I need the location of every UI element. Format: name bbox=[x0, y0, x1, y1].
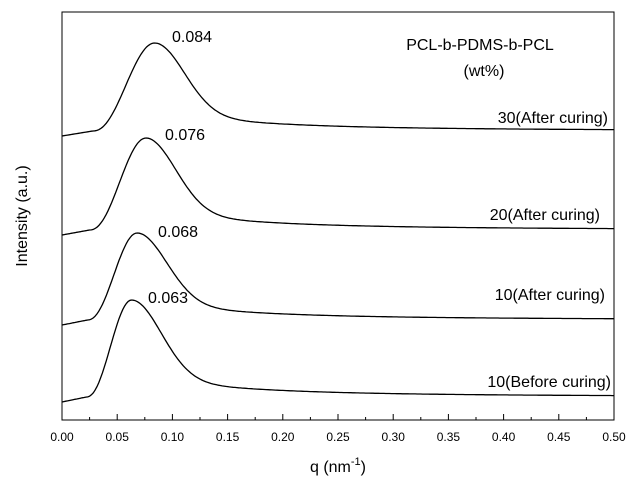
saxs-curve bbox=[61, 299, 614, 403]
x-tick-label: 0.10 bbox=[161, 430, 185, 444]
peak-value-label: 0.068 bbox=[158, 224, 198, 241]
x-tick-label: 0.25 bbox=[326, 430, 350, 444]
saxs-curve bbox=[61, 42, 614, 137]
x-tick-label: 0.35 bbox=[437, 430, 461, 444]
x-axis-ticks: 0.00 0.05 0.10 0.15 0.20 0.25 0.30 0.35 0.40 0.45… bbox=[50, 414, 626, 444]
series-labels: 30(After curing) 20(After curing) 10(After… bbox=[487, 110, 611, 391]
y-axis-title: Intensity (a.u.) bbox=[14, 165, 31, 266]
series-name-label: 10(After curing) bbox=[495, 287, 605, 304]
x-tick-label: 0.05 bbox=[106, 430, 130, 444]
x-axis-title-main: q (nm bbox=[310, 459, 351, 476]
x-tick-label: 0.30 bbox=[382, 430, 406, 444]
x-tick-label: 0.15 bbox=[216, 430, 240, 444]
x-tick-label: 0.00 bbox=[50, 430, 74, 444]
series-name-label: 10(Before curing) bbox=[487, 374, 611, 391]
x-axis-title-superscript: -1 bbox=[351, 456, 361, 468]
peak-value-label: 0.084 bbox=[172, 29, 212, 46]
curve-series bbox=[61, 42, 614, 403]
legend-title-line-1: PCL-b-PDMS-b-PCL bbox=[406, 37, 554, 54]
x-tick-label: 0.45 bbox=[547, 430, 571, 444]
legend-title-line-2: (wt%) bbox=[464, 63, 505, 80]
series-name-label: 20(After curing) bbox=[490, 207, 600, 224]
x-axis-title: q (nm-1) bbox=[310, 456, 366, 476]
peak-value-label: 0.063 bbox=[148, 290, 188, 307]
x-tick-label: 0.20 bbox=[271, 430, 295, 444]
saxs-curve bbox=[61, 232, 614, 326]
x-axis-title-close: ) bbox=[361, 459, 366, 476]
peak-labels: 0.084 0.076 0.068 0.063 bbox=[148, 29, 212, 307]
saxs-curve bbox=[61, 137, 614, 236]
x-tick-label: 0.50 bbox=[602, 430, 626, 444]
x-tick-label: 0.40 bbox=[492, 430, 516, 444]
peak-value-label: 0.076 bbox=[165, 127, 205, 144]
series-name-label: 30(After curing) bbox=[498, 110, 608, 127]
